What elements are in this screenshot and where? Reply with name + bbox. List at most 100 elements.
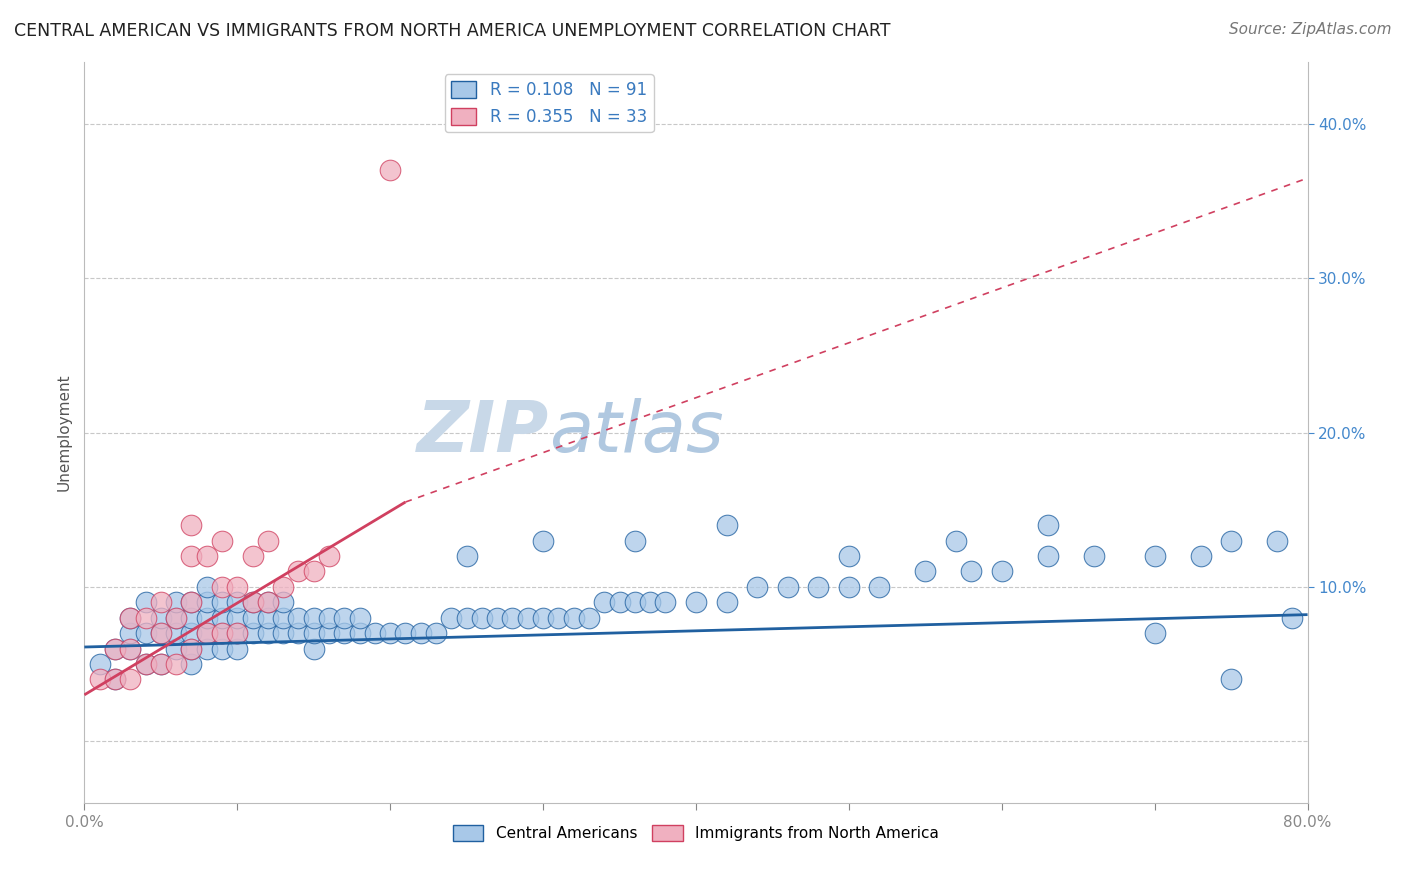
Point [547,610,569,624]
Point [593,595,616,609]
Point [271,595,294,609]
Point [1083,549,1105,563]
Point [211,580,233,594]
Point [302,641,325,656]
Point [287,610,309,624]
Point [135,610,157,624]
Point [135,626,157,640]
Point [242,626,264,640]
Point [456,549,478,563]
Point [165,610,187,624]
Point [211,610,233,624]
Point [425,626,447,640]
Point [1220,673,1243,687]
Point [226,595,249,609]
Point [991,565,1014,579]
Point [120,626,142,640]
Point [302,610,325,624]
Y-axis label: Unemployment: Unemployment [56,374,72,491]
Point [257,626,280,640]
Point [104,673,127,687]
Point [211,595,233,609]
Point [135,657,157,671]
Point [195,549,218,563]
Point [135,657,157,671]
Point [104,641,127,656]
Point [364,626,387,640]
Point [226,610,249,624]
Point [287,626,309,640]
Point [578,610,600,624]
Point [562,610,585,624]
Point [120,610,142,624]
Point [1036,549,1059,563]
Point [394,626,416,640]
Point [135,595,157,609]
Point [380,626,402,640]
Point [333,610,356,624]
Point [302,626,325,640]
Point [242,595,264,609]
Point [165,626,187,640]
Point [120,641,142,656]
Point [165,610,187,624]
Point [333,626,356,640]
Point [211,626,233,640]
Point [486,610,509,624]
Point [807,580,830,594]
Point [180,641,202,656]
Point [471,610,494,624]
Point [195,641,218,656]
Point [165,657,187,671]
Point [211,533,233,548]
Point [1143,626,1166,640]
Point [624,533,647,548]
Point [89,673,111,687]
Point [180,595,202,609]
Point [165,595,187,609]
Point [165,641,187,656]
Point [226,641,249,656]
Point [776,580,799,594]
Point [180,657,202,671]
Point [747,580,769,594]
Point [195,626,218,640]
Point [104,641,127,656]
Point [638,595,661,609]
Point [180,641,202,656]
Point [257,610,280,624]
Point [120,610,142,624]
Point [1143,549,1166,563]
Point [624,595,647,609]
Point [226,580,249,594]
Point [869,580,891,594]
Point [318,626,340,640]
Point [609,595,631,609]
Point [531,610,554,624]
Point [195,580,218,594]
Point [302,565,325,579]
Text: ZIP: ZIP [418,398,550,467]
Point [409,626,432,640]
Point [211,626,233,640]
Point [257,533,280,548]
Point [149,626,172,640]
Point [120,673,142,687]
Point [149,657,172,671]
Point [502,610,524,624]
Point [226,626,249,640]
Point [1220,533,1243,548]
Point [195,610,218,624]
Point [318,549,340,563]
Point [349,626,371,640]
Point [1281,610,1303,624]
Text: CENTRAL AMERICAN VS IMMIGRANTS FROM NORTH AMERICA UNEMPLOYMENT CORRELATION CHART: CENTRAL AMERICAN VS IMMIGRANTS FROM NORT… [14,22,890,40]
Point [211,641,233,656]
Point [242,610,264,624]
Point [257,595,280,609]
Point [120,641,142,656]
Point [838,580,860,594]
Point [180,518,202,533]
Point [180,595,202,609]
Point [195,626,218,640]
